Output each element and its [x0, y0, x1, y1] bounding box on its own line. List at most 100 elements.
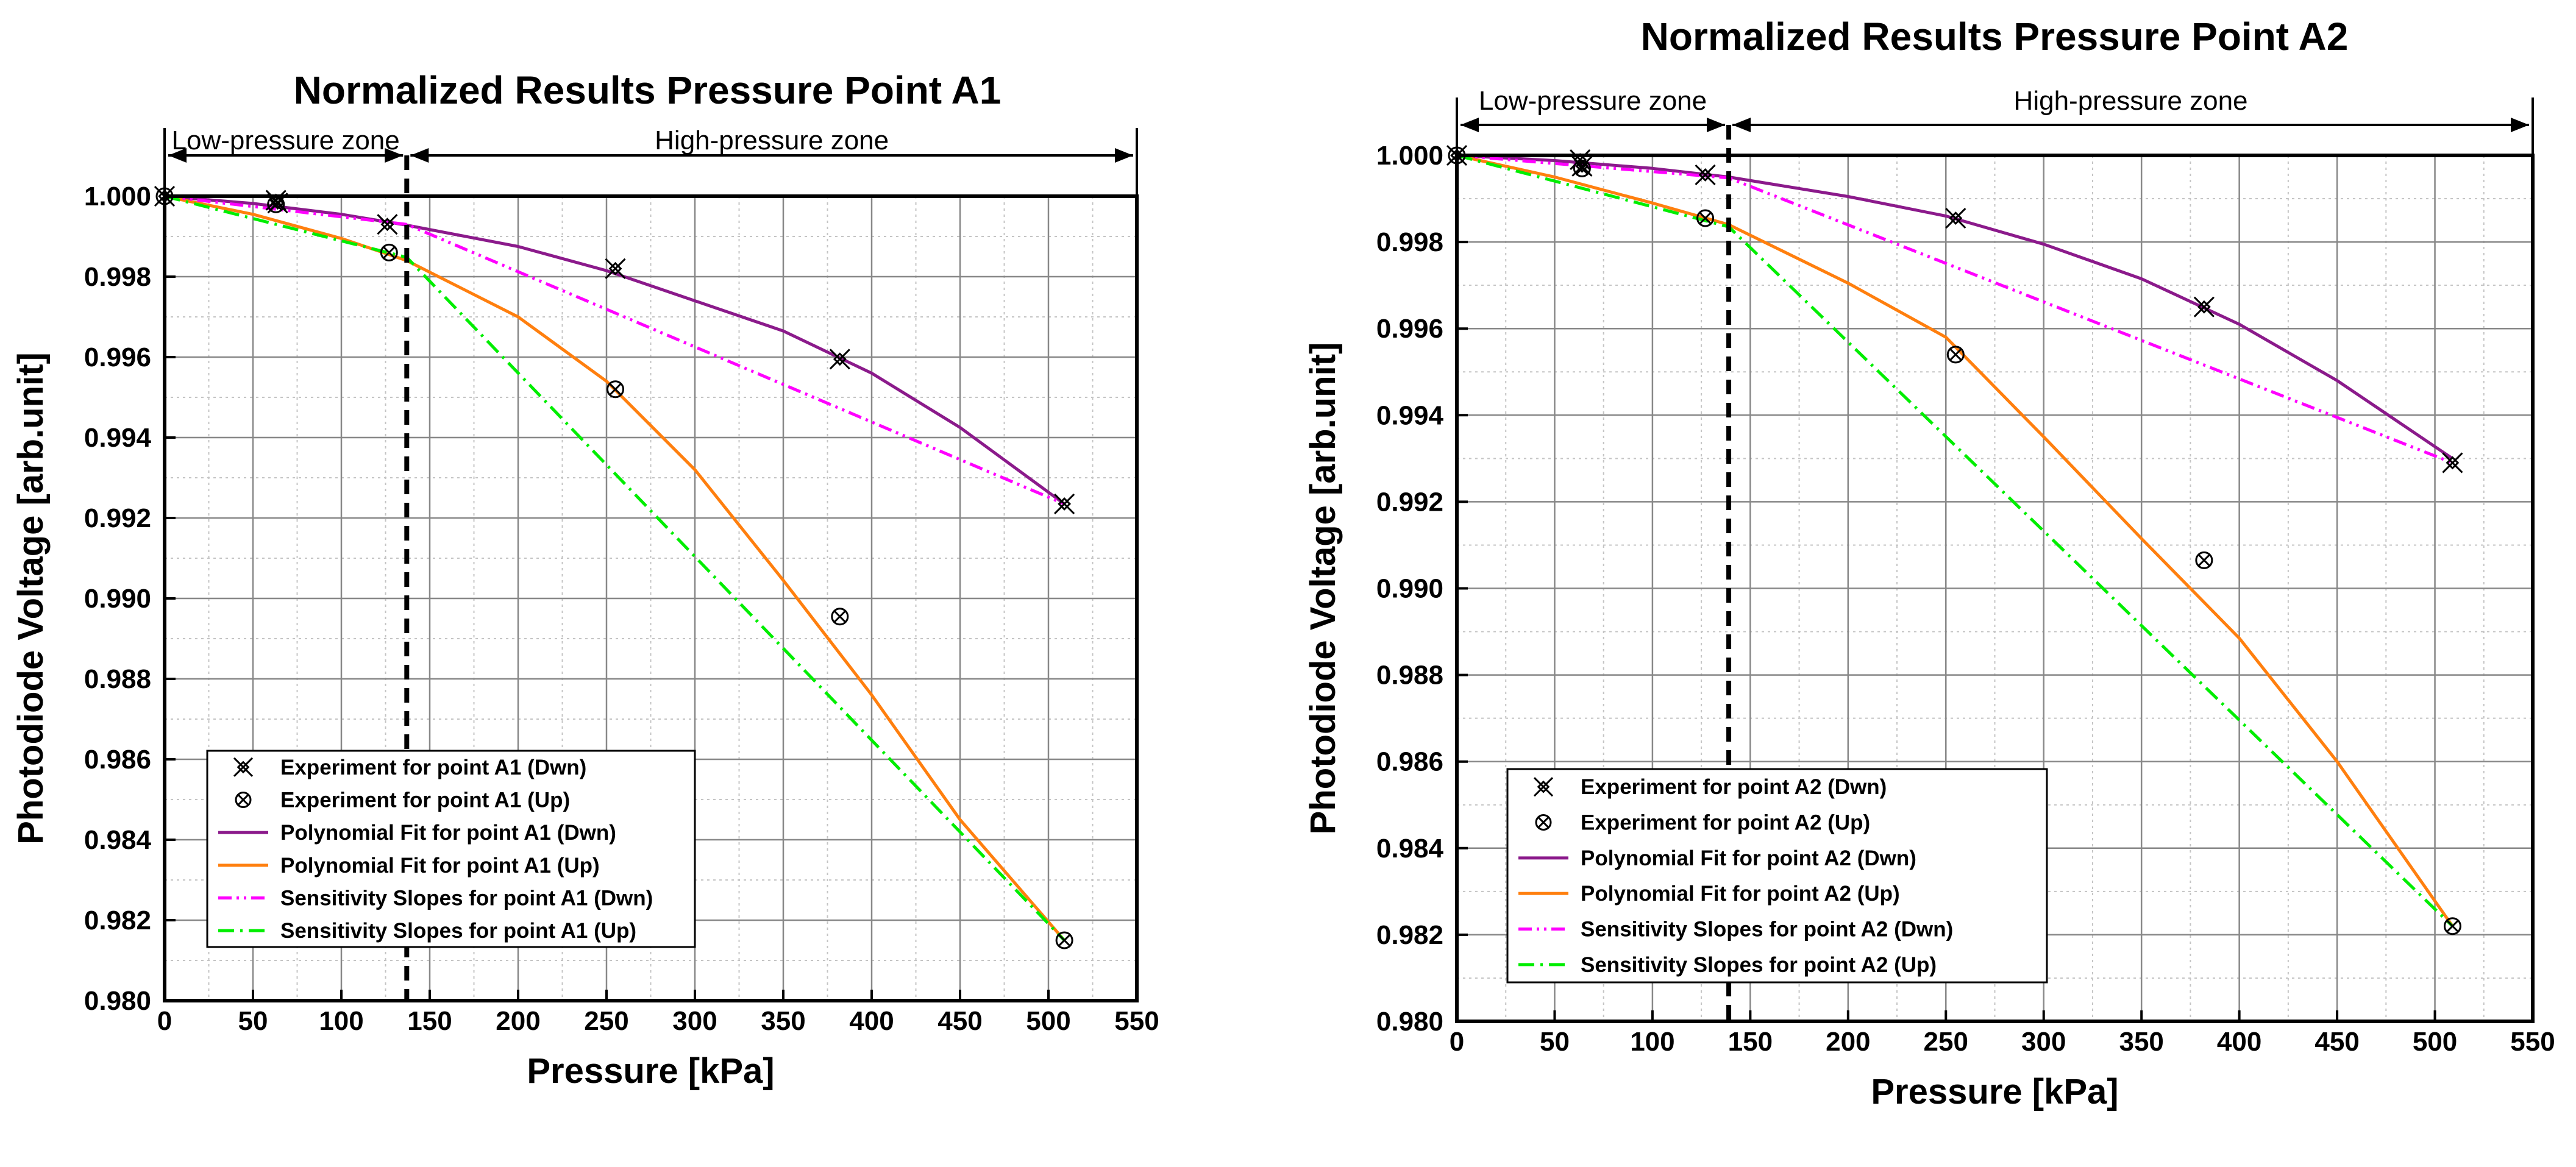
legend-marker-1 [237, 794, 249, 806]
y-axis-label: Photodiode Voltage [arb.unit] [11, 352, 51, 845]
y-tick-label: 0.994 [84, 423, 152, 453]
zone-label: High-pressure zone [2014, 86, 2248, 116]
legend-label: Experiment for point A2 (Up) [1581, 811, 1870, 835]
y-axis-label: Photodiode Voltage [arb.unit] [1303, 342, 1343, 835]
x-tick-label: 350 [2119, 1027, 2163, 1057]
y-tick-label: 0.984 [1376, 834, 1444, 864]
data-point-s1-p4-ring [2195, 551, 2213, 569]
data-point-s1-p3 [609, 383, 622, 396]
x-tick-label: 350 [761, 1006, 805, 1036]
y-tick-label: 0.986 [84, 745, 151, 775]
series-line-2 [164, 194, 1066, 505]
legend-label: Polynomial Fit for point A1 (Up) [280, 854, 600, 878]
legend-label: Sensitivity Slopes for point A2 (Dwn) [1581, 918, 1953, 942]
legend-box [1506, 768, 2048, 984]
legend-label: Polynomial Fit for point A2 (Up) [1581, 882, 1900, 906]
data-point-s1-p1 [269, 198, 282, 211]
zone-arrow-head-left [1732, 118, 1751, 132]
data-point-s0-p5 [2193, 296, 2215, 317]
zone-arrow-head-right [1115, 148, 1133, 163]
x-tick-label: 550 [1114, 1006, 1159, 1036]
zone-arrow-head-left [1461, 118, 1479, 132]
data-point-s1-p1-ring [1573, 159, 1591, 177]
y-tick-label: 0.996 [1376, 314, 1443, 344]
series-line-3 [1456, 154, 2454, 928]
data-point-s1-p3-ring [1946, 346, 1965, 364]
x-tick-label: 300 [2021, 1027, 2066, 1057]
x-tick-label: 250 [1924, 1027, 1968, 1057]
x-tick-label: 200 [496, 1006, 540, 1036]
data-point-s0-p3 [1695, 164, 1716, 186]
y-tick-label: 0.998 [1376, 227, 1443, 257]
zone-label: High-pressure zone [655, 126, 889, 155]
legend-marker-0 [1533, 777, 1554, 797]
x-tick-label: 150 [407, 1006, 452, 1036]
data-point-s1-p4 [2197, 554, 2211, 567]
legend-label: Polynomial Fit for point A2 (Dwn) [1581, 846, 1916, 870]
x-tick-label: 100 [1630, 1027, 1674, 1057]
legend-label: Experiment for point A1 (Dwn) [280, 756, 586, 779]
legend-label: Polynomial Fit for point A1 (Dwn) [280, 821, 616, 845]
x-tick-label: 50 [238, 1006, 268, 1036]
legend-marker-1-ring [235, 792, 252, 808]
x-tick-label: 100 [319, 1006, 363, 1036]
data-point-s1-p2 [1699, 211, 1712, 225]
y-tick-label: 0.988 [1376, 661, 1443, 690]
y-tick-label: 0.980 [1376, 1007, 1443, 1037]
x-tick-label: 0 [157, 1006, 172, 1036]
x-tick-label: 250 [584, 1006, 628, 1036]
data-point-s1-p3-ring [607, 380, 624, 399]
legend-marker-1 [1537, 817, 1550, 828]
y-tick-label: 0.998 [84, 262, 151, 292]
legend-label: Sensitivity Slopes for point A1 (Up) [280, 919, 636, 943]
data-point-s1-p5 [2446, 920, 2459, 932]
y-tick-label: 0.984 [84, 825, 152, 855]
x-tick-label: 50 [1540, 1027, 1570, 1057]
legend-label: Experiment for point A1 (Up) [280, 789, 570, 812]
zone-label: Low-pressure zone [172, 126, 400, 155]
series-line-3 [164, 194, 1066, 942]
zone-arrow-head-right [385, 148, 404, 163]
legend-marker-0 [233, 757, 254, 777]
x-tick-label: 200 [1826, 1027, 1870, 1057]
data-point-s0-p4 [605, 258, 626, 279]
data-point-s1-p4-ring [831, 608, 849, 626]
x-tick-label: 450 [938, 1006, 982, 1036]
y-tick-label: 0.990 [1376, 574, 1443, 604]
data-point-s1-p2-ring [380, 243, 398, 261]
y-tick-label: 0.994 [1376, 400, 1444, 430]
y-tick-label: 1.000 [1376, 141, 1443, 171]
series-line-4 [164, 194, 1066, 506]
series-line-2 [1456, 154, 2453, 460]
chart-1: 0 50 100 150 200 250 300 350 400 450 500 550 0.980 0.… [11, 68, 1159, 1091]
zone-arrow-head-left [410, 148, 429, 163]
y-tick-label: 0.988 [84, 664, 151, 694]
data-point-s0-p4 [1945, 207, 1966, 229]
data-point-s1-p3 [1949, 348, 1962, 361]
y-tick-label: 0.980 [84, 986, 151, 1016]
y-tick-label: 0.990 [84, 584, 151, 614]
zone-arrow-head-left [168, 148, 187, 163]
legend: Experiment for point A2 (Dwn) Experiment … [1506, 768, 2048, 984]
zone-arrow-head-right [2511, 118, 2529, 132]
y-tick-label: 0.982 [1376, 920, 1443, 950]
data-point-s1-p5 [1058, 934, 1071, 947]
chart-title: Normalized Results Pressure Point A2 [1641, 15, 2349, 59]
data-point-s1-p4 [833, 610, 846, 623]
x-tick-label: 500 [1026, 1006, 1070, 1036]
legend: Experiment for point A1 (Dwn) Experiment … [206, 750, 696, 948]
x-tick-label: 450 [2314, 1027, 2359, 1057]
y-tick-label: 0.992 [1376, 487, 1443, 517]
zone-arrow-head-right [1707, 118, 1726, 132]
y-tick-label: 0.996 [84, 342, 151, 372]
x-axis-label: Pressure [kPa] [1871, 1072, 2118, 1112]
zone-label: Low-pressure zone [1479, 86, 1707, 116]
legend-label: Experiment for point A2 (Dwn) [1581, 775, 1887, 799]
x-tick-label: 400 [849, 1006, 894, 1036]
x-tick-label: 0 [1450, 1027, 1464, 1057]
data-point-s1-p1 [1576, 162, 1589, 175]
data-point-s0-p6 [2442, 452, 2463, 474]
y-tick-label: 0.992 [84, 503, 151, 533]
x-axis-label: Pressure [kPa] [527, 1051, 774, 1091]
